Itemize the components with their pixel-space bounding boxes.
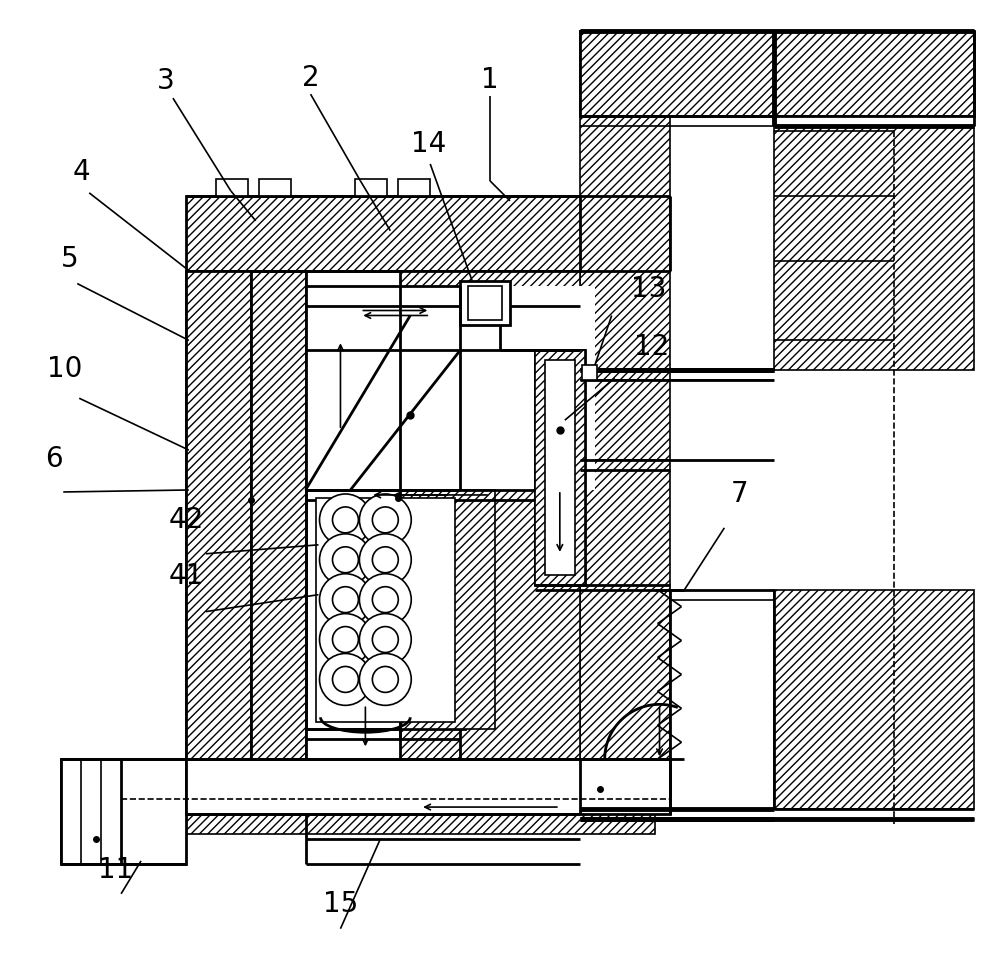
Text: 4: 4 bbox=[72, 158, 90, 186]
Circle shape bbox=[372, 507, 398, 533]
Bar bbox=[580, 117, 670, 460]
Text: 15: 15 bbox=[323, 890, 358, 918]
Circle shape bbox=[372, 627, 398, 653]
Bar bbox=[355, 179, 387, 196]
Text: 6: 6 bbox=[45, 446, 63, 474]
Bar bbox=[774, 126, 974, 371]
Bar bbox=[306, 271, 400, 759]
Circle shape bbox=[372, 586, 398, 612]
Bar bbox=[186, 759, 670, 814]
Text: 14: 14 bbox=[411, 129, 446, 158]
Text: 41: 41 bbox=[168, 561, 204, 589]
Bar bbox=[186, 271, 251, 759]
Bar bbox=[316, 498, 455, 722]
Text: 7: 7 bbox=[730, 480, 748, 508]
Bar bbox=[468, 286, 502, 321]
Bar bbox=[535, 351, 585, 585]
Circle shape bbox=[359, 534, 411, 586]
Bar bbox=[216, 179, 248, 196]
Bar bbox=[121, 759, 655, 834]
Circle shape bbox=[332, 507, 358, 533]
Text: 1: 1 bbox=[481, 66, 499, 94]
Bar bbox=[400, 490, 495, 729]
Bar bbox=[306, 286, 460, 490]
Bar bbox=[400, 271, 580, 759]
Circle shape bbox=[320, 494, 371, 546]
Text: 11: 11 bbox=[98, 856, 134, 884]
Circle shape bbox=[320, 654, 371, 705]
Circle shape bbox=[332, 586, 358, 612]
Bar bbox=[306, 490, 465, 729]
Bar bbox=[460, 280, 510, 325]
Bar bbox=[398, 179, 430, 196]
Circle shape bbox=[320, 574, 371, 626]
Circle shape bbox=[372, 666, 398, 692]
Text: 2: 2 bbox=[302, 65, 319, 92]
Circle shape bbox=[359, 654, 411, 705]
Text: 13: 13 bbox=[631, 275, 666, 303]
Circle shape bbox=[332, 666, 358, 692]
Bar bbox=[580, 32, 974, 117]
Circle shape bbox=[359, 494, 411, 546]
Circle shape bbox=[332, 627, 358, 653]
Text: 42: 42 bbox=[168, 506, 204, 534]
Bar bbox=[306, 286, 595, 490]
Bar bbox=[251, 271, 306, 759]
Bar bbox=[545, 360, 575, 575]
Bar bbox=[774, 32, 974, 117]
Circle shape bbox=[359, 574, 411, 626]
Text: 3: 3 bbox=[157, 67, 175, 95]
Bar bbox=[61, 759, 121, 864]
Bar bbox=[259, 179, 291, 196]
Bar bbox=[186, 195, 580, 271]
Bar bbox=[306, 286, 400, 744]
Circle shape bbox=[359, 613, 411, 665]
Text: 5: 5 bbox=[60, 245, 78, 273]
Circle shape bbox=[320, 534, 371, 586]
Bar bbox=[580, 460, 670, 809]
Text: 12: 12 bbox=[634, 333, 669, 361]
Bar bbox=[61, 759, 186, 864]
Circle shape bbox=[372, 547, 398, 573]
Circle shape bbox=[332, 547, 358, 573]
Bar bbox=[580, 32, 774, 117]
Bar bbox=[535, 351, 585, 585]
Bar bbox=[582, 365, 597, 380]
Text: 10: 10 bbox=[47, 355, 82, 383]
Circle shape bbox=[320, 613, 371, 665]
Bar bbox=[774, 589, 974, 809]
